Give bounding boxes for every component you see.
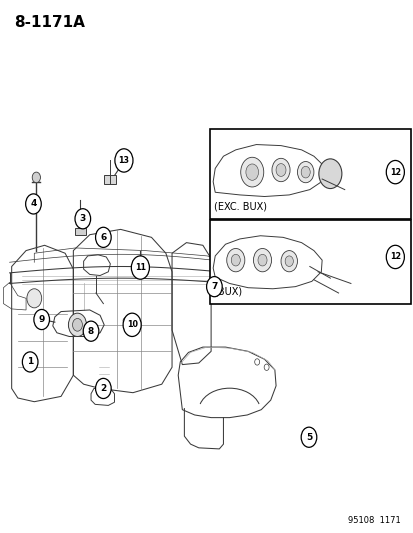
Circle shape (34, 310, 50, 329)
Circle shape (385, 160, 404, 184)
Circle shape (231, 254, 240, 266)
Text: 10: 10 (126, 320, 138, 329)
Circle shape (95, 227, 111, 247)
Circle shape (137, 264, 143, 273)
Circle shape (385, 245, 404, 269)
Circle shape (226, 248, 244, 272)
Circle shape (285, 256, 293, 266)
Circle shape (280, 251, 297, 272)
Text: 12: 12 (389, 167, 400, 176)
Circle shape (300, 427, 316, 447)
Text: (EXC. BUX): (EXC. BUX) (214, 201, 267, 212)
Text: 4: 4 (30, 199, 37, 208)
Text: 13: 13 (118, 156, 129, 165)
Text: 8-1171A: 8-1171A (14, 14, 84, 30)
Ellipse shape (123, 317, 130, 324)
Text: 1: 1 (27, 358, 33, 367)
Circle shape (245, 164, 258, 180)
Circle shape (257, 254, 266, 266)
Text: 95108  1171: 95108 1171 (347, 516, 399, 525)
Bar (104, 175, 115, 184)
Circle shape (254, 359, 259, 365)
Circle shape (300, 166, 309, 178)
Circle shape (253, 248, 271, 272)
Text: 2: 2 (100, 384, 106, 393)
Text: 9: 9 (38, 315, 45, 324)
Circle shape (131, 256, 149, 279)
Circle shape (68, 313, 86, 336)
Circle shape (297, 161, 313, 183)
Circle shape (206, 277, 222, 297)
Circle shape (263, 364, 268, 370)
Circle shape (26, 194, 41, 214)
Text: 3: 3 (79, 214, 86, 223)
Circle shape (75, 209, 90, 229)
Circle shape (240, 157, 263, 187)
Circle shape (95, 378, 111, 399)
Text: 8: 8 (88, 327, 94, 336)
Circle shape (318, 159, 341, 189)
Text: (BUX): (BUX) (214, 287, 242, 297)
Circle shape (22, 352, 38, 372)
Circle shape (32, 172, 40, 183)
Circle shape (115, 149, 133, 172)
Text: 7: 7 (211, 282, 217, 291)
Circle shape (83, 321, 99, 341)
Circle shape (275, 164, 285, 176)
Text: 11: 11 (135, 263, 145, 272)
Text: 5: 5 (305, 433, 311, 442)
Text: 12: 12 (389, 253, 400, 262)
Circle shape (27, 289, 42, 308)
Bar (75, 228, 85, 235)
Circle shape (123, 313, 141, 336)
Bar (210, 220, 410, 304)
Text: 6: 6 (100, 233, 106, 242)
Circle shape (72, 318, 82, 331)
Bar (210, 128, 410, 219)
Circle shape (271, 158, 290, 182)
